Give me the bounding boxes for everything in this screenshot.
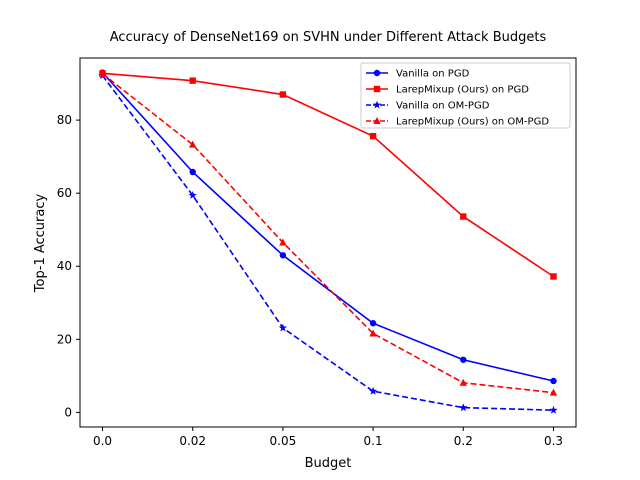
data-point	[98, 69, 107, 77]
x-tick-label: 0.2	[454, 434, 473, 448]
x-axis: 0.0 0.02 0.05 0.1 0.2 0.3	[93, 427, 563, 448]
legend-label: Vanilla on PGD	[396, 69, 470, 80]
data-point	[189, 140, 197, 148]
legend-entry: Vanilla on OM-PGD	[366, 101, 490, 112]
y-axis: 0 20 40 60 80	[57, 113, 80, 419]
data-point	[550, 377, 557, 385]
data-point	[459, 378, 467, 386]
data-point	[189, 168, 196, 176]
plot-frame	[79, 57, 577, 428]
x-tick-label: 0.0	[93, 434, 112, 448]
series-line	[101, 72, 554, 382]
chart-title: Accuracy of DenseNet169 on SVHN under Di…	[110, 30, 547, 45]
data-point	[278, 323, 288, 332]
legend-label: LarepMixup (Ours) on OM-PGD	[396, 117, 549, 128]
legend-marker	[373, 69, 381, 77]
legend-marker	[372, 100, 382, 109]
legend-label: Vanilla on OM-PGD	[396, 101, 490, 112]
data-point	[369, 320, 377, 327]
legend-marker	[373, 117, 381, 124]
x-tick-label: 0.1	[364, 434, 383, 448]
data-point	[189, 77, 196, 84]
data-point	[279, 252, 287, 259]
series-line	[102, 72, 554, 278]
legend-entry: LarepMixup (Ours) on PGD	[366, 85, 529, 96]
series-line	[102, 73, 554, 394]
data-point	[549, 405, 558, 414]
legend-entry: LarepMixup (Ours) on OM-PGD	[366, 117, 549, 128]
x-tick-label: 0.3	[544, 434, 563, 448]
legend-entry: Vanilla on PGD	[366, 69, 470, 80]
x-tick-label: 0.05	[270, 434, 297, 448]
data-point	[279, 91, 287, 98]
y-tick-label: 20	[57, 332, 72, 346]
x-axis-label: Budget	[305, 456, 352, 471]
y-tick-label: 60	[57, 186, 72, 200]
data-point	[368, 386, 378, 395]
data-point	[550, 273, 557, 280]
data-point	[460, 356, 467, 363]
plot-area	[98, 69, 558, 414]
y-axis-label: Top-1 Accuracy	[33, 194, 48, 294]
legend: Vanilla on PGD LarepMixup (Ours) on PGD Va…	[360, 62, 571, 129]
data-point	[188, 190, 197, 199]
y-tick-label: 80	[57, 113, 72, 127]
data-point	[279, 238, 287, 246]
data-point	[369, 329, 377, 337]
data-point	[549, 388, 558, 396]
y-tick-label: 0	[64, 405, 72, 419]
data-point	[460, 213, 467, 220]
x-tick-label: 0.02	[179, 434, 206, 448]
data-point	[459, 403, 468, 412]
series-4	[98, 69, 558, 396]
data-point	[369, 132, 377, 140]
legend-marker	[373, 85, 381, 93]
legend-box	[360, 62, 571, 129]
series-line	[101, 75, 554, 411]
legend-label: LarepMixup (Ours) on PGD	[396, 85, 529, 96]
y-tick-label: 40	[57, 259, 72, 273]
